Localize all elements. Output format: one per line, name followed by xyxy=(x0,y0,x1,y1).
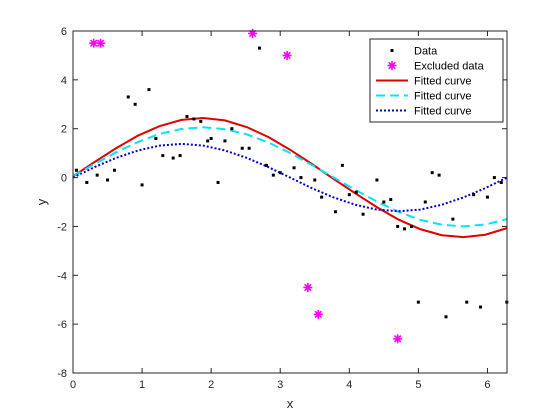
fitted-curves xyxy=(72,116,508,239)
data-point xyxy=(178,154,182,158)
data-point xyxy=(85,180,89,184)
data-points xyxy=(74,28,509,344)
excluded-data-point xyxy=(303,283,313,292)
y-tick-label: -8 xyxy=(57,368,67,380)
data-point xyxy=(499,180,503,184)
data-point xyxy=(437,173,441,177)
legend-swatch-data xyxy=(390,49,394,52)
data-point xyxy=(230,127,234,131)
data-point xyxy=(247,146,251,150)
data-point xyxy=(451,217,455,221)
data-point xyxy=(313,178,317,182)
data-point xyxy=(396,224,400,228)
y-tick-label: -6 xyxy=(57,319,67,331)
data-point xyxy=(126,95,130,99)
x-tick-label: 3 xyxy=(277,379,283,391)
data-point xyxy=(112,168,116,172)
legend-swatch-excluded xyxy=(387,61,397,70)
data-point xyxy=(223,139,227,143)
data-point xyxy=(340,163,344,167)
data-point xyxy=(320,195,324,199)
data-point xyxy=(409,224,413,228)
data-point xyxy=(472,193,476,197)
data-point xyxy=(292,166,296,170)
legend-entry-label: Fitted curve xyxy=(414,91,471,103)
data-point xyxy=(361,212,365,216)
legend-entry-label: Excluded data xyxy=(414,61,485,73)
fitted-curve-dashed xyxy=(72,126,508,228)
x-tick-label: 4 xyxy=(346,379,352,391)
data-point xyxy=(278,171,282,175)
data-point xyxy=(258,46,262,50)
legend-entry-label: Fitted curve xyxy=(414,76,471,88)
y-tick-label: -4 xyxy=(57,270,67,282)
y-tick-label: 0 xyxy=(61,173,67,185)
data-point xyxy=(382,200,386,204)
data-point xyxy=(192,117,196,121)
excluded-data-point xyxy=(282,50,292,60)
data-point xyxy=(403,227,407,231)
x-tick-label: 2 xyxy=(208,379,214,391)
fitted-curve-dotted xyxy=(72,142,508,213)
x-tick-label: 6 xyxy=(484,379,490,391)
data-point xyxy=(389,198,393,202)
data-point xyxy=(95,173,99,177)
data-point xyxy=(140,183,144,187)
data-point xyxy=(479,305,483,309)
fitted-curve-solid xyxy=(72,116,508,239)
data-point xyxy=(485,195,489,199)
data-point xyxy=(161,154,165,158)
x-tick-label: 5 xyxy=(415,379,421,391)
x-tick-label: 0 xyxy=(70,379,76,391)
y-axis-label: y xyxy=(34,198,49,205)
excluded-data-point xyxy=(248,28,258,38)
y-tick-label: 2 xyxy=(61,124,67,136)
data-point xyxy=(271,173,275,177)
excluded-data-point xyxy=(313,309,323,319)
data-point xyxy=(147,88,151,92)
data-point xyxy=(171,156,175,160)
data-point xyxy=(423,200,427,204)
data-point xyxy=(354,190,358,194)
data-point xyxy=(264,163,268,167)
legend-entry-label: Fitted curve xyxy=(414,106,471,118)
data-point xyxy=(133,102,137,106)
data-point xyxy=(492,176,496,180)
legend-entry-label: Data xyxy=(414,46,438,58)
data-point xyxy=(206,139,210,143)
data-point xyxy=(216,180,220,184)
y-tick-label: 4 xyxy=(61,75,67,87)
data-point xyxy=(209,136,213,140)
data-point xyxy=(185,115,189,118)
data-point xyxy=(430,171,434,175)
data-point xyxy=(347,193,351,197)
data-point xyxy=(154,136,158,140)
data-point xyxy=(333,210,337,214)
y-tick-label: 6 xyxy=(61,26,67,38)
data-point xyxy=(74,168,78,172)
x-axis-label: x xyxy=(287,396,294,411)
excluded-data-point xyxy=(393,334,403,344)
data-point xyxy=(199,119,203,123)
data-point xyxy=(444,315,448,319)
data-point xyxy=(465,300,469,304)
y-tick-label: -2 xyxy=(57,221,67,233)
data-point xyxy=(299,176,303,180)
data-point xyxy=(240,146,244,150)
excluded-data-point xyxy=(96,38,106,48)
axes: 0 1 2 3 4 5 6 -8 -6 -4 -2 0 2 4 6 x y xyxy=(34,26,508,411)
legend: Data Excluded data Fitted curve Fitted curv… xyxy=(369,38,504,123)
x-tick-label: 1 xyxy=(139,379,145,391)
data-point xyxy=(106,178,110,182)
data-point xyxy=(416,300,420,304)
axes-box xyxy=(72,30,508,374)
data-point xyxy=(375,178,379,182)
